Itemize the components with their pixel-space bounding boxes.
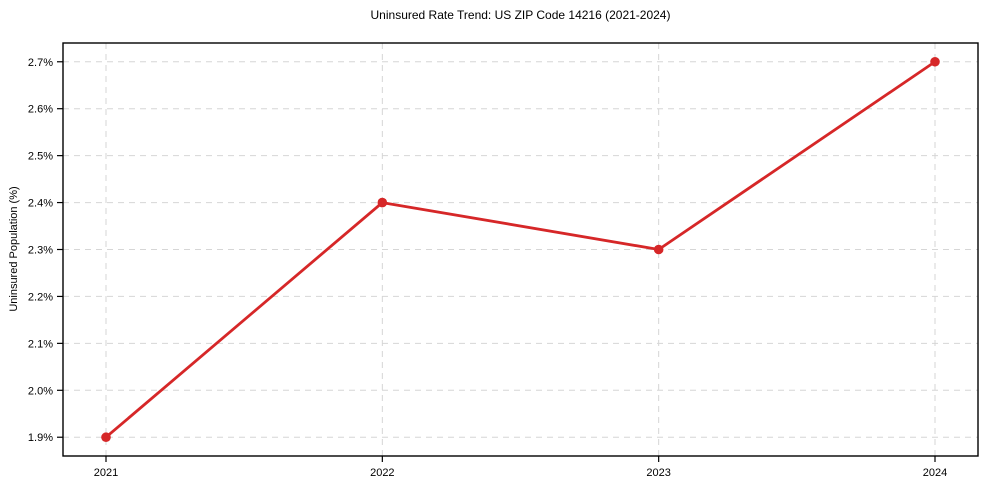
y-tick-label: 2.5% — [28, 151, 53, 163]
y-tick-label: 2.1% — [28, 338, 53, 350]
y-tick-label: 2.7% — [28, 57, 53, 69]
data-point-2021 — [101, 432, 111, 443]
x-tick-label: 2021 — [94, 467, 118, 479]
y-tick-label: 1.9% — [28, 432, 53, 444]
chart-title: Uninsured Rate Trend: US ZIP Code 14216 … — [370, 8, 671, 22]
y-tick-label: 2.0% — [28, 385, 53, 397]
trend-line — [104, 60, 937, 439]
y-tick-label: 2.4% — [28, 198, 53, 210]
x-tick-label: 2024 — [923, 467, 947, 479]
data-point-2023 — [653, 244, 664, 255]
y-tick-label: 2.6% — [28, 104, 53, 116]
y-tick-label: 2.3% — [28, 245, 53, 257]
x-tick-label: 2022 — [370, 467, 394, 479]
y-tick-label: 2.2% — [28, 291, 53, 303]
data-point-2022 — [377, 197, 388, 208]
data-point-2024 — [930, 56, 940, 67]
x-tick-label: 2023 — [646, 467, 670, 479]
